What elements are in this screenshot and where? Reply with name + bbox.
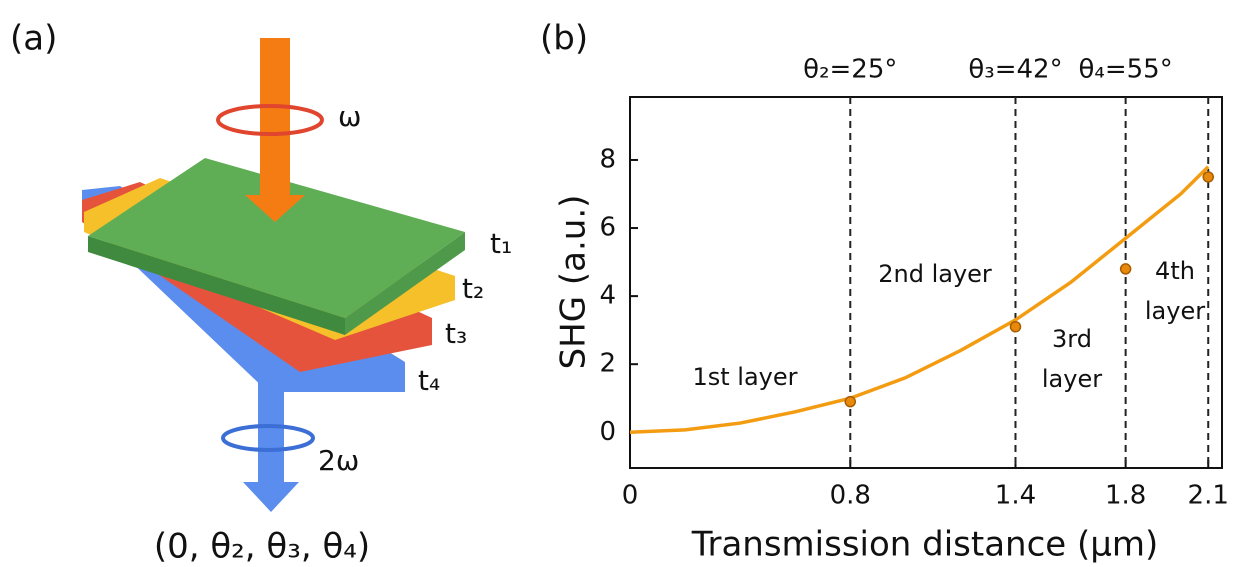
layer-label: t₄ <box>418 364 440 397</box>
x-tick-label: 0 <box>622 481 639 511</box>
region-label: 2nd layer <box>878 260 992 288</box>
y-tick-label: 2 <box>599 349 616 379</box>
y-axis-title: SHG (a.u.) <box>554 195 594 370</box>
arrow-in-shaft <box>260 38 290 198</box>
x-tick-label: 2.1 <box>1188 481 1229 511</box>
data-point <box>1121 264 1131 274</box>
layer-label: t₁ <box>490 227 512 260</box>
region-label: 1st layer <box>692 363 797 391</box>
region-label: layer <box>1042 365 1102 393</box>
panel-label: (b) <box>540 19 588 59</box>
x-axis-title: Transmission distance (μm) <box>691 525 1159 565</box>
y-tick-label: 8 <box>599 144 616 174</box>
layer-label: t₃ <box>445 317 467 350</box>
y-tick-label: 6 <box>599 213 616 243</box>
angle-label: θ₄=55° <box>1079 55 1173 85</box>
layer-stack-diagram <box>82 38 465 512</box>
layer-label: t₂ <box>462 272 484 305</box>
y-tick-label: 4 <box>599 281 616 311</box>
x-tick-label: 1.4 <box>995 481 1036 511</box>
fit-curve <box>630 167 1208 432</box>
figure: (a) ω 2ω t₁ t₂ t₃ t₄ (0, θ₂, θ₃, θ₄) (b)… <box>0 0 1241 567</box>
two-omega-label: 2ω <box>318 444 359 477</box>
region-label: 4th <box>1155 257 1195 285</box>
angle-label: θ₂=25° <box>803 55 897 85</box>
y-tick-label: 0 <box>599 417 616 447</box>
data-point <box>1203 172 1213 182</box>
angles-label: (0, θ₂, θ₃, θ₄) <box>154 527 370 567</box>
panel-label: (a) <box>10 19 57 59</box>
omega-label: ω <box>338 100 361 133</box>
region-label: 3rd <box>1052 325 1092 353</box>
x-tick-label: 1.8 <box>1105 481 1146 511</box>
data-point <box>1010 322 1020 332</box>
data-point <box>845 397 855 407</box>
angle-label: θ₃=42° <box>968 55 1062 85</box>
region-label: layer <box>1145 297 1205 325</box>
arrow-out-head <box>243 482 299 512</box>
x-tick-label: 0.8 <box>830 481 871 511</box>
